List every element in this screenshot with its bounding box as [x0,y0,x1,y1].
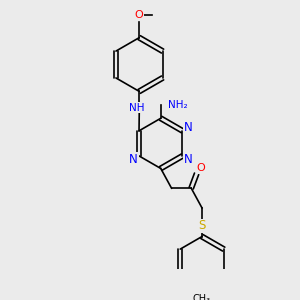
Text: NH₂: NH₂ [168,100,188,110]
Text: CH₃: CH₃ [193,294,211,300]
Text: NH: NH [129,103,144,112]
Text: N: N [184,121,192,134]
Text: O: O [197,164,206,173]
Text: N: N [129,153,138,166]
Text: O: O [135,10,144,20]
Text: S: S [198,219,206,232]
Text: N: N [184,153,192,166]
